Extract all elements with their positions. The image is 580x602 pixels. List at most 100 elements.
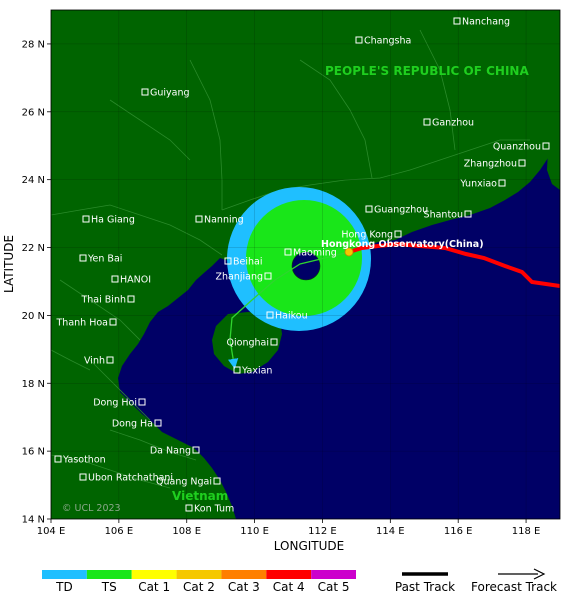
x-axis: 104 E 106 E 108 E 110 E 112 E 114 E 116 E 118 E — [37, 519, 541, 537]
city-marker: Maoming — [284, 248, 337, 259]
y-axis: 14 N 16 N 18 N 20 N 22 N 24 N 26 N 28 N — [22, 39, 51, 526]
legend-swatch — [266, 570, 312, 579]
city-marker: Da Nang — [150, 446, 200, 457]
city-label: Ubon Ratchathani — [88, 473, 173, 484]
city-marker: Nanchang — [453, 17, 510, 28]
city-square-icon — [82, 215, 90, 223]
city-label: Yunxiao — [459, 179, 497, 190]
taiwan-edge — [547, 146, 560, 190]
city-label: Thanh Hoa — [56, 318, 109, 329]
x-tick-label: 110 E — [240, 526, 269, 537]
city-square-icon — [355, 36, 363, 44]
city-label: Qionghai — [227, 338, 269, 349]
city-marker: Zhangzhou — [464, 159, 526, 170]
city-marker: Guiyang — [141, 88, 190, 99]
vietnam-label: Vietnam — [172, 489, 228, 503]
city-square-icon — [233, 366, 241, 374]
city-square-icon — [423, 118, 431, 126]
city-square-icon — [270, 338, 278, 346]
city-label: Ha Giang — [91, 215, 135, 226]
city-square-icon — [195, 215, 203, 223]
legend-swatch — [221, 570, 267, 579]
current-position-marker — [344, 247, 354, 257]
city-marker: Quanzhou — [493, 142, 550, 153]
city-marker: Thanh Hoa — [56, 318, 117, 329]
past-track-legend-label: Past Track — [395, 580, 455, 594]
city-label: Yasothon — [62, 455, 106, 466]
city-marker: Yaxian — [233, 366, 272, 377]
city-marker: Yunxiao — [459, 179, 506, 190]
city-marker: Guangzhou — [365, 205, 428, 216]
legend-label: Cat 5 — [318, 580, 350, 594]
city-marker: Ganzhou — [423, 118, 474, 129]
city-label: Dong Ha — [112, 419, 153, 430]
forecast-arrow-icon — [533, 568, 546, 580]
city-marker: Yasothon — [54, 455, 106, 466]
x-tick-label: 114 E — [376, 526, 405, 537]
x-axis-title: LONGITUDE — [274, 539, 344, 553]
y-tick-label: 24 N — [22, 175, 45, 186]
legend-swatch — [131, 570, 177, 579]
city-label: Thai Binh — [80, 295, 126, 306]
highlight-label: Hongkong Observatory(China) — [321, 239, 484, 250]
city-marker: Yen Bai — [79, 254, 122, 265]
city-label: HANOI — [120, 275, 151, 286]
legend-label: Cat 2 — [183, 580, 215, 594]
y-tick-label: 16 N — [22, 447, 45, 458]
city-label: Beihai — [233, 257, 262, 268]
city-marker: Vinh — [84, 356, 114, 367]
city-square-icon — [264, 272, 272, 280]
city-label: Nanchang — [462, 17, 510, 28]
south-china-sea — [118, 150, 560, 519]
city-square-icon — [365, 205, 373, 213]
city-label: Changsha — [364, 36, 411, 47]
city-marker: Thai Binh — [80, 295, 135, 306]
past-track — [348, 241, 560, 288]
city-square-icon — [111, 275, 119, 283]
legend-label: TS — [101, 580, 117, 594]
y-tick-label: 18 N — [22, 379, 45, 390]
city-label: Yaxian — [241, 366, 272, 377]
city-label: Zhanjiang — [215, 272, 263, 283]
forecast-track — [228, 251, 350, 370]
city-label: Maoming — [293, 248, 337, 259]
city-marker: Quang Ngai — [156, 477, 221, 488]
y-tick-label: 28 N — [22, 39, 45, 50]
x-tick-label: 108 E — [172, 526, 201, 537]
city-square-icon — [138, 398, 146, 406]
copyright-text: © UCL 2023 — [62, 503, 121, 514]
city-square-icon — [192, 446, 200, 454]
x-tick-label: 116 E — [444, 526, 473, 537]
city-square-icon — [154, 419, 162, 427]
city-marker: Ubon Ratchathani — [79, 473, 173, 484]
y-tick-label: 14 N — [22, 515, 45, 526]
city-marker: Beihai — [224, 257, 262, 268]
city-label: Shantou — [424, 210, 463, 221]
y-axis-title: LATITUDE — [2, 235, 16, 293]
city-label: Zhangzhou — [464, 159, 517, 170]
y-tick-label: 22 N — [22, 243, 45, 254]
grid-lines — [51, 10, 560, 519]
city-label: Hong Kong — [341, 230, 393, 241]
city-square-icon — [127, 295, 135, 303]
city-marker: Qionghai — [227, 338, 278, 349]
city-square-icon — [284, 248, 292, 256]
city-square-icon — [54, 455, 62, 463]
city-label: Quanzhou — [493, 142, 541, 153]
city-square-icon — [79, 473, 87, 481]
city-marker: Haikou — [266, 311, 308, 322]
city-label: Ganzhou — [432, 118, 474, 129]
city-square-icon — [394, 230, 402, 238]
city-marker: Nanning — [195, 215, 244, 226]
city-label: Haikou — [275, 311, 308, 322]
x-tick-label: 118 E — [512, 526, 541, 537]
city-square-icon — [106, 356, 114, 364]
city-square-icon — [109, 318, 117, 326]
city-label: Dong Hoi — [93, 398, 137, 409]
legend-swatch — [311, 570, 356, 579]
legend-label: Cat 4 — [273, 580, 305, 594]
city-label: Quang Ngai — [156, 477, 212, 488]
legend-swatch — [176, 570, 222, 579]
legend: TD TS Cat 1 Cat 2 Cat 3 Cat 4 Cat 5 — [42, 570, 356, 594]
